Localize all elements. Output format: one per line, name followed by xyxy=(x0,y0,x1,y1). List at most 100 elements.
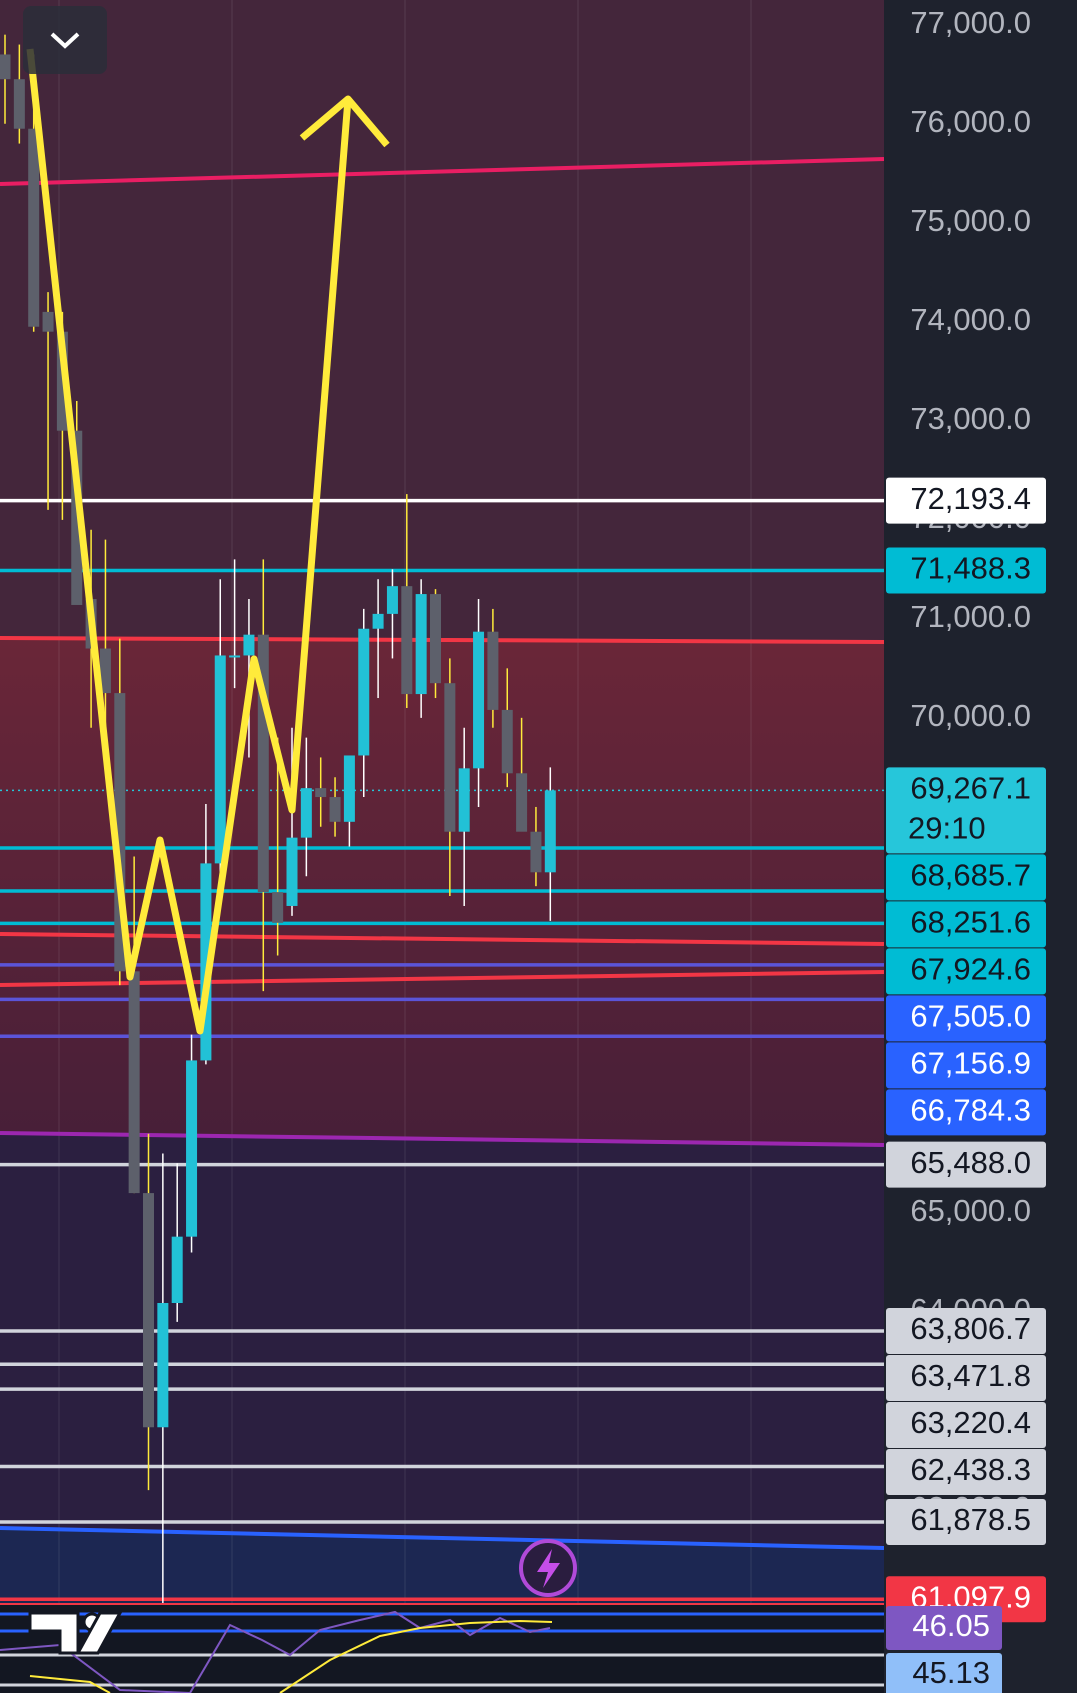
price-level-label: 72,193.4 xyxy=(910,481,1031,516)
price-level-label: 71,488.3 xyxy=(910,551,1031,586)
price-level-box xyxy=(886,1308,1046,1355)
price-level-label: 62,438.3 xyxy=(910,1452,1031,1487)
price-level-label: 68,685.7 xyxy=(910,858,1031,893)
candle-body xyxy=(401,586,413,695)
collapse-button[interactable] xyxy=(23,6,107,74)
candle-body xyxy=(272,892,284,923)
indicator-label: 45.13 xyxy=(912,1655,990,1690)
candle-body xyxy=(243,634,255,656)
candle-body xyxy=(300,788,312,838)
price-level-label: 66,784.3 xyxy=(910,1093,1031,1128)
price-level-label: 61,878.5 xyxy=(910,1502,1031,1537)
projection-arrow xyxy=(299,95,390,148)
price-level-box xyxy=(886,1042,1046,1089)
candle-body xyxy=(516,773,528,832)
price-level-label: 63,220.4 xyxy=(910,1405,1031,1440)
candle-body xyxy=(99,648,111,694)
price-level-box xyxy=(886,767,1046,854)
chevron-icon xyxy=(50,32,80,49)
price-level-label: 69,267.1 xyxy=(910,771,1031,806)
y-tick-label: 74,000.0 xyxy=(910,302,1031,337)
price-level-box xyxy=(886,477,1046,524)
price-level-label: 63,471.8 xyxy=(910,1358,1031,1393)
indicator-box xyxy=(886,1606,1002,1650)
candle-body xyxy=(13,79,25,129)
candle-body xyxy=(386,586,398,614)
candle-body xyxy=(229,655,241,658)
indicator-panel xyxy=(0,1604,884,1693)
trend-line xyxy=(0,636,885,644)
candle-body xyxy=(501,709,513,774)
candle-body xyxy=(71,430,83,605)
price-level-box xyxy=(886,995,1046,1042)
price-level-box xyxy=(886,1449,1046,1496)
candle-body xyxy=(286,837,298,906)
candle-body xyxy=(28,128,40,327)
price-level-box xyxy=(886,1089,1046,1136)
candle-body xyxy=(315,788,327,798)
candle-body xyxy=(444,683,456,832)
y-tick-label: 73,000.0 xyxy=(910,401,1031,436)
candle-body xyxy=(214,655,226,864)
price-level-box xyxy=(886,1355,1046,1402)
y-tick-label: 70,000.0 xyxy=(910,698,1031,733)
y-tick-label: 71,000.0 xyxy=(910,599,1031,634)
price-level-label: 67,505.0 xyxy=(910,999,1031,1034)
price-level-label: 67,156.9 xyxy=(910,1046,1031,1081)
price-level-box xyxy=(886,1402,1046,1449)
trend-line xyxy=(0,970,885,987)
candle-body xyxy=(128,971,140,1194)
candle-body xyxy=(0,54,11,80)
candle-body xyxy=(200,863,212,1061)
candle-body xyxy=(186,1060,198,1237)
candle-body xyxy=(473,631,485,769)
vertical-grid xyxy=(58,0,752,1604)
candle-body xyxy=(415,594,427,695)
y-tick-label: 75,000.0 xyxy=(910,203,1031,238)
indicator-box xyxy=(886,1653,1002,1693)
candle-body xyxy=(257,634,269,893)
candle-body xyxy=(171,1236,183,1304)
candle-body xyxy=(430,594,441,684)
indicator-signal xyxy=(279,1619,553,1693)
lightning-icon xyxy=(537,1549,560,1588)
indicator-label: 46.05 xyxy=(912,1608,990,1643)
trend-line xyxy=(0,932,885,946)
price-level-box xyxy=(886,901,1046,948)
background-lower xyxy=(0,1133,884,1548)
price-level-box xyxy=(886,854,1046,901)
candle-body xyxy=(358,628,370,756)
candle-body xyxy=(544,790,556,873)
y-tick-label: 77,000.0 xyxy=(910,5,1031,40)
price-level-label: 68,251.6 xyxy=(910,905,1031,940)
price-level-box xyxy=(886,948,1046,995)
tradingview-logo xyxy=(28,1611,123,1655)
price-level-label: 65,488.0 xyxy=(910,1145,1031,1180)
trend-line xyxy=(0,1526,885,1550)
price-level-label: 63,806.7 xyxy=(910,1311,1031,1346)
trend-line xyxy=(0,157,885,186)
candle-body xyxy=(143,1193,154,1428)
candle-body xyxy=(42,311,54,332)
candle-body xyxy=(530,831,542,873)
y-tick-label: 65,000.0 xyxy=(910,1193,1031,1228)
countdown-label: 29:10 xyxy=(908,811,986,846)
price-level-box xyxy=(886,547,1046,594)
price-level-box xyxy=(886,1141,1046,1188)
trend-line xyxy=(0,1131,885,1147)
y-tick-label: 76,000.0 xyxy=(910,104,1031,139)
price-level-label: 67,924.6 xyxy=(910,952,1031,987)
candle-body xyxy=(157,1303,169,1428)
candle-body xyxy=(329,797,341,822)
candle-body xyxy=(458,768,470,832)
candle-body xyxy=(372,613,384,629)
indicator-line xyxy=(0,1610,551,1693)
price-level-box xyxy=(886,1498,1046,1545)
background-bottom xyxy=(0,1528,884,1604)
indicator-signal xyxy=(29,1675,111,1693)
projection-drawing xyxy=(26,48,352,1035)
candle-body xyxy=(343,755,355,822)
candle-body xyxy=(114,693,126,972)
candle-body xyxy=(487,631,499,710)
